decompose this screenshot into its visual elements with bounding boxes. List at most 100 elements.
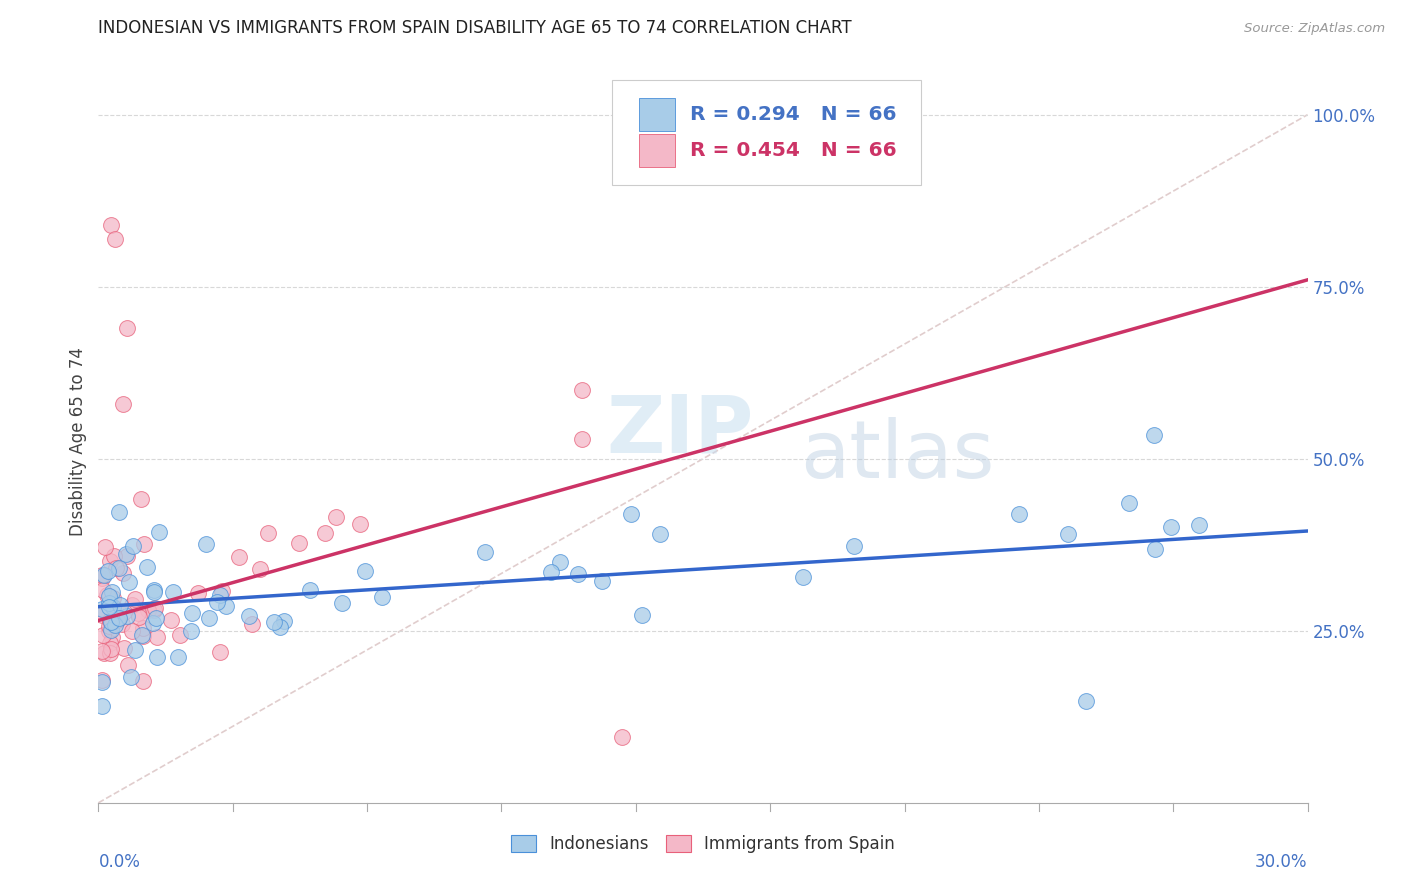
Point xyxy=(181,606,204,620)
Point xyxy=(110,598,132,612)
Point xyxy=(117,658,139,673)
Point xyxy=(371,591,394,605)
Point xyxy=(131,674,153,689)
Point xyxy=(325,510,347,524)
Point xyxy=(101,585,124,599)
Point xyxy=(91,608,114,623)
Point xyxy=(91,582,114,597)
Point xyxy=(121,598,143,612)
Point xyxy=(142,616,165,631)
Point xyxy=(1057,526,1080,541)
Point xyxy=(197,611,219,625)
Point xyxy=(844,539,866,553)
Point xyxy=(98,646,121,660)
Point xyxy=(330,596,353,610)
Point xyxy=(111,566,134,581)
Point xyxy=(91,673,114,688)
Point xyxy=(120,670,142,684)
Point xyxy=(256,525,278,540)
Text: R = 0.294   N = 66: R = 0.294 N = 66 xyxy=(690,105,896,124)
Point xyxy=(128,610,150,624)
Point xyxy=(169,628,191,642)
Point xyxy=(650,526,672,541)
Point xyxy=(143,600,166,615)
Point xyxy=(249,562,271,576)
Point xyxy=(288,535,311,549)
Point xyxy=(792,570,814,584)
Text: R = 0.454   N = 66: R = 0.454 N = 66 xyxy=(690,141,896,161)
Point xyxy=(93,540,115,554)
Point xyxy=(91,602,114,616)
FancyBboxPatch shape xyxy=(638,98,675,131)
Point xyxy=(269,620,291,634)
Point xyxy=(273,614,295,628)
Point xyxy=(138,603,160,617)
Point xyxy=(100,641,122,656)
Point xyxy=(98,624,121,638)
Point xyxy=(91,698,114,713)
Point xyxy=(132,629,155,643)
Point xyxy=(124,642,146,657)
Point xyxy=(1143,542,1166,557)
FancyBboxPatch shape xyxy=(613,80,921,185)
Point xyxy=(591,574,613,589)
Point xyxy=(240,617,263,632)
Point xyxy=(121,539,143,553)
Point xyxy=(1160,520,1182,534)
Point xyxy=(100,615,122,629)
Point xyxy=(91,674,114,689)
Point xyxy=(108,561,131,575)
Point xyxy=(353,564,375,578)
Point xyxy=(571,383,593,397)
Point xyxy=(115,609,138,624)
FancyBboxPatch shape xyxy=(638,135,675,167)
Point xyxy=(97,618,120,632)
Text: INDONESIAN VS IMMIGRANTS FROM SPAIN DISABILITY AGE 65 TO 74 CORRELATION CHART: INDONESIAN VS IMMIGRANTS FROM SPAIN DISA… xyxy=(98,19,852,37)
Point xyxy=(108,611,131,625)
Point xyxy=(100,624,122,638)
Point xyxy=(96,565,118,579)
Point xyxy=(98,636,121,650)
Text: ZIP: ZIP xyxy=(606,392,754,470)
Point xyxy=(103,549,125,563)
Point xyxy=(205,595,228,609)
Point xyxy=(571,432,593,446)
Point xyxy=(97,596,120,610)
Point xyxy=(100,615,122,629)
Point xyxy=(121,624,143,638)
Text: 0.0%: 0.0% xyxy=(98,854,141,871)
Point xyxy=(620,507,643,521)
Point xyxy=(146,649,169,664)
Point xyxy=(1143,427,1166,442)
Point xyxy=(101,600,124,615)
Point xyxy=(238,609,260,624)
Point xyxy=(108,505,131,519)
Legend: Indonesians, Immigrants from Spain: Indonesians, Immigrants from Spain xyxy=(505,828,901,860)
Point xyxy=(103,231,125,245)
Point xyxy=(105,561,128,575)
Point xyxy=(124,592,146,607)
Point xyxy=(228,550,250,565)
Point xyxy=(263,615,285,630)
Point xyxy=(132,620,155,634)
Point xyxy=(612,731,634,745)
Point xyxy=(162,585,184,599)
Point xyxy=(111,397,134,411)
Point xyxy=(211,583,233,598)
Point xyxy=(96,588,118,602)
Point xyxy=(187,586,209,600)
Point xyxy=(127,606,149,620)
Point xyxy=(107,611,129,625)
Point xyxy=(91,605,114,619)
Point xyxy=(91,568,114,582)
Point xyxy=(630,607,652,622)
Text: Source: ZipAtlas.com: Source: ZipAtlas.com xyxy=(1244,22,1385,36)
Point xyxy=(91,571,114,585)
Point xyxy=(101,591,124,605)
Point xyxy=(97,589,120,603)
Point xyxy=(143,582,166,597)
Point xyxy=(101,630,124,644)
Point xyxy=(474,545,496,559)
Point xyxy=(104,602,127,616)
Point xyxy=(115,321,138,335)
